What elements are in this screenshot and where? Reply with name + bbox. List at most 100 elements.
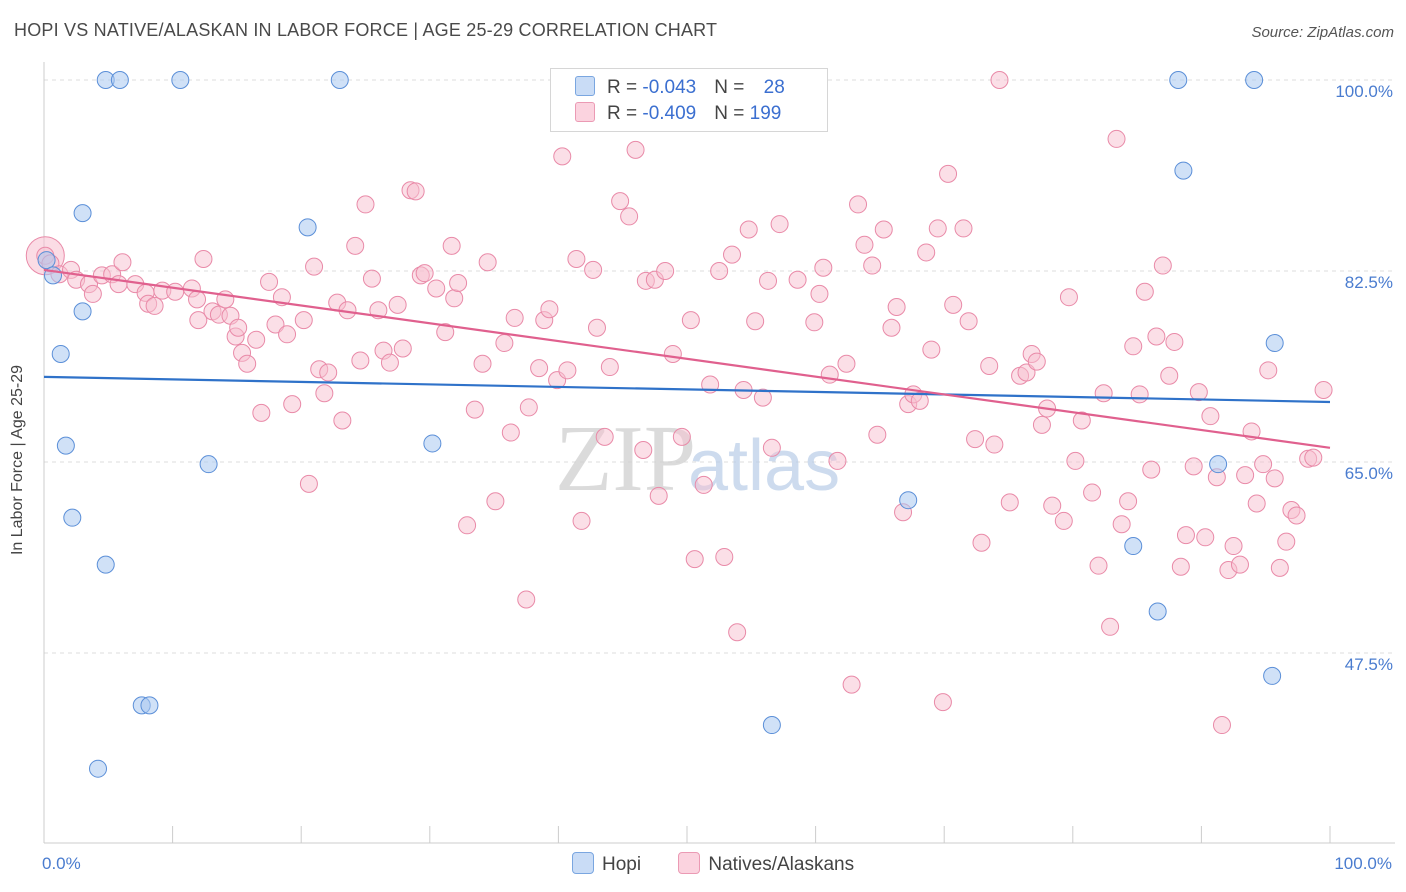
native-point	[1153, 256, 1172, 275]
native-point	[626, 140, 645, 159]
native-point	[855, 235, 874, 254]
native-point	[1254, 455, 1273, 474]
native-point	[1171, 557, 1190, 576]
native-point	[1270, 558, 1289, 577]
native-point	[694, 475, 713, 494]
native-point	[356, 195, 375, 214]
native-point	[1089, 556, 1108, 575]
trend-lines	[43, 268, 1331, 449]
native-point	[887, 298, 906, 317]
native-point	[1247, 494, 1266, 513]
native-point	[1094, 384, 1113, 403]
native-point	[663, 344, 682, 363]
native-point	[959, 312, 978, 331]
native-point	[1184, 457, 1203, 476]
native-point	[558, 361, 577, 380]
series-natives-points	[25, 71, 1333, 735]
native-point	[980, 356, 999, 375]
native-point	[1083, 483, 1102, 502]
native-point	[1054, 511, 1073, 530]
hopi-point	[56, 436, 75, 455]
x-tick-label: 0.0%	[42, 854, 81, 873]
hopi-point	[330, 71, 349, 89]
native-point	[229, 318, 248, 337]
native-point	[1072, 411, 1091, 430]
tick-labels: 100.0% 82.5% 65.0% 47.5% 0.0% 100.0%	[42, 82, 1393, 873]
native-point	[1124, 337, 1143, 356]
native-r-label: R =	[607, 103, 643, 124]
series-hopi-points	[37, 71, 1284, 778]
hopi-point	[298, 218, 317, 237]
native-point	[351, 351, 370, 370]
legend-row-hopi: R = -0.043 N = 28	[575, 76, 785, 100]
hopi-point	[96, 555, 115, 574]
y-tick-label: 47.5%	[1345, 655, 1393, 674]
native-point	[1304, 448, 1323, 467]
native-point	[442, 236, 461, 255]
native-point	[753, 388, 772, 407]
native-point	[762, 438, 781, 457]
y-tick-label: 82.5%	[1345, 273, 1393, 292]
y-tick-label: 65.0%	[1345, 464, 1393, 483]
native-point	[842, 675, 861, 694]
native-point	[1147, 327, 1166, 346]
native-point	[810, 284, 829, 303]
native-point	[837, 354, 856, 373]
hopi-r-value: -0.043	[642, 77, 697, 98]
native-point	[917, 243, 936, 262]
hopi-point	[89, 759, 108, 778]
native-swatch	[575, 102, 595, 122]
native-point	[299, 474, 318, 493]
native-point	[1066, 451, 1085, 470]
legend-item-hopi: Hopi	[572, 852, 641, 876]
hopi-point	[1263, 666, 1282, 685]
native-point	[1000, 493, 1019, 512]
native-point	[928, 219, 947, 238]
hopi-point	[1174, 161, 1193, 180]
native-point	[1165, 332, 1184, 351]
native-point	[1119, 492, 1138, 511]
native-point	[710, 262, 729, 280]
hopi-point	[51, 344, 70, 363]
hopi-point	[899, 491, 918, 510]
native-point	[863, 256, 882, 275]
hopi-point	[1265, 334, 1284, 353]
native-point	[587, 318, 606, 337]
native-point	[346, 236, 365, 255]
native-point	[882, 318, 901, 337]
native-point	[113, 253, 132, 272]
native-point	[1277, 532, 1296, 551]
native-point	[415, 264, 434, 283]
native-point	[1160, 366, 1179, 385]
hopi-point	[423, 434, 442, 453]
native-point	[315, 384, 334, 403]
native-point	[685, 550, 704, 569]
native-point	[1259, 361, 1278, 380]
native-point	[990, 71, 1009, 89]
native-point	[649, 486, 668, 505]
native-point	[380, 353, 399, 372]
native-point	[83, 284, 102, 303]
legend-hopi-swatch	[572, 852, 594, 874]
native-point	[436, 323, 455, 342]
native-point	[388, 295, 407, 314]
native-point	[530, 359, 549, 378]
native-point	[1107, 129, 1126, 148]
native-point	[540, 300, 559, 319]
native-point	[723, 245, 742, 264]
source-label: Source: ZipAtlas.com	[1251, 24, 1394, 41]
series-legend: Hopi Natives/Alaskans	[572, 852, 886, 876]
native-point	[1135, 282, 1154, 301]
native-point	[910, 391, 929, 410]
native-point	[770, 215, 789, 234]
native-point	[715, 547, 734, 566]
native-point	[319, 363, 338, 382]
hopi-point	[1209, 455, 1228, 474]
native-point	[445, 289, 464, 308]
hopi-point	[110, 71, 129, 89]
native-point	[728, 623, 747, 642]
native-point	[465, 400, 484, 419]
native-point	[966, 430, 985, 449]
native-point	[1201, 407, 1220, 426]
